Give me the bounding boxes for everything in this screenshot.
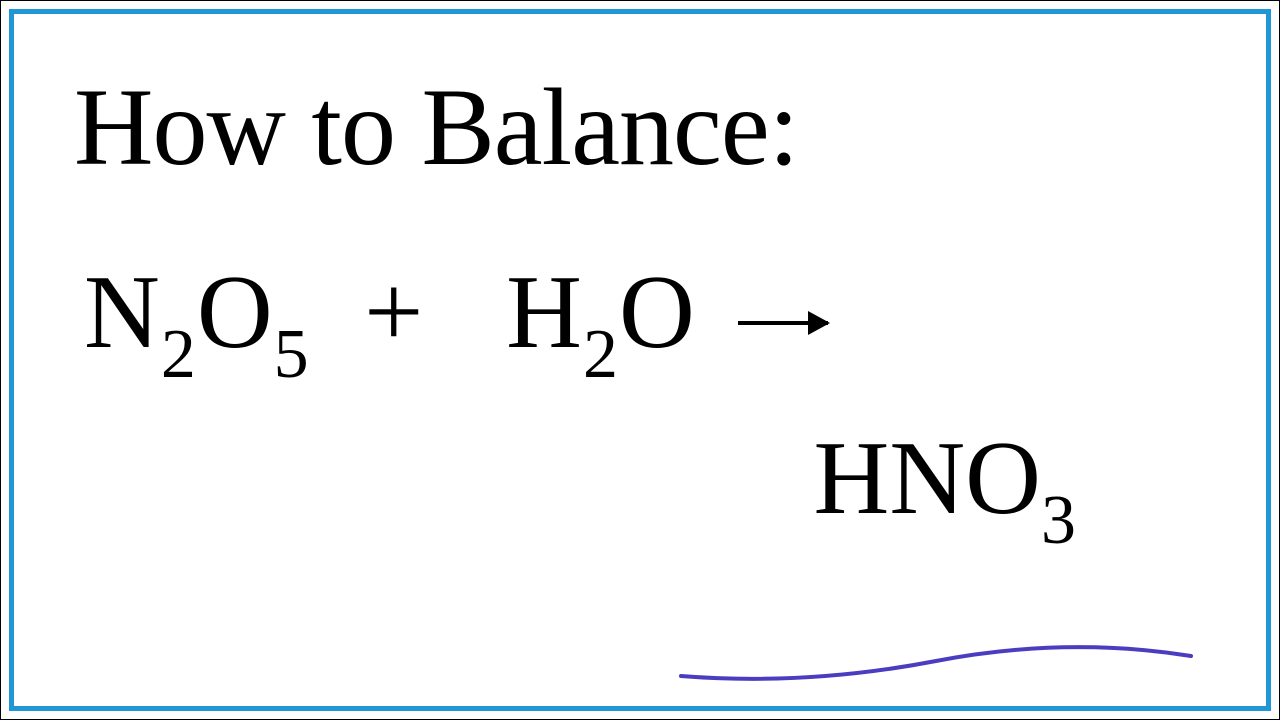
underline-curve bbox=[676, 631, 1196, 691]
reactant-o2: O bbox=[619, 253, 696, 370]
subscript-2a: 2 bbox=[161, 316, 197, 393]
product-hno: HNO bbox=[814, 419, 1041, 536]
outer-border: How to Balance: N2O5 + H2O HNO3 bbox=[0, 0, 1280, 720]
plus-sign bbox=[337, 253, 364, 370]
page-title: How to Balance: bbox=[74, 64, 1206, 191]
subscript-2b: 2 bbox=[583, 316, 619, 393]
content-frame: How to Balance: N2O5 + H2O HNO3 bbox=[9, 9, 1271, 711]
reactant-o1: O bbox=[197, 253, 274, 370]
subscript-3: 3 bbox=[1041, 482, 1076, 559]
arrow-icon bbox=[738, 321, 828, 325]
plus-symbol: + bbox=[364, 253, 424, 370]
subscript-5: 5 bbox=[274, 316, 310, 393]
reactant-n: N bbox=[84, 253, 161, 370]
reactant-h: H bbox=[506, 253, 583, 370]
equation-product: HNO3 bbox=[74, 417, 1206, 553]
equation-reactants: N2O5 + H2O bbox=[84, 251, 1206, 387]
